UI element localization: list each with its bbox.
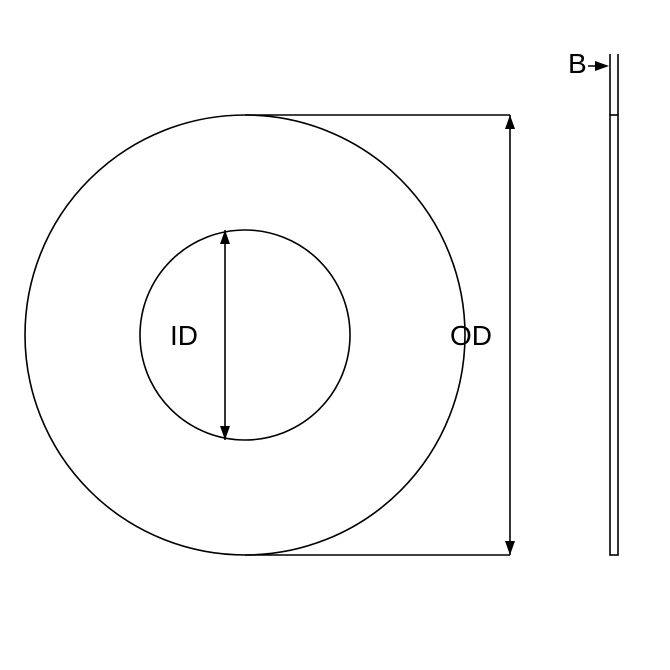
thickness-label: B: [568, 48, 587, 80]
washer-dimension-diagram: ID OD B: [0, 0, 670, 670]
outer-diameter-label: OD: [450, 320, 492, 352]
diagram-svg: [0, 0, 670, 670]
inner-diameter-label: ID: [170, 320, 198, 352]
